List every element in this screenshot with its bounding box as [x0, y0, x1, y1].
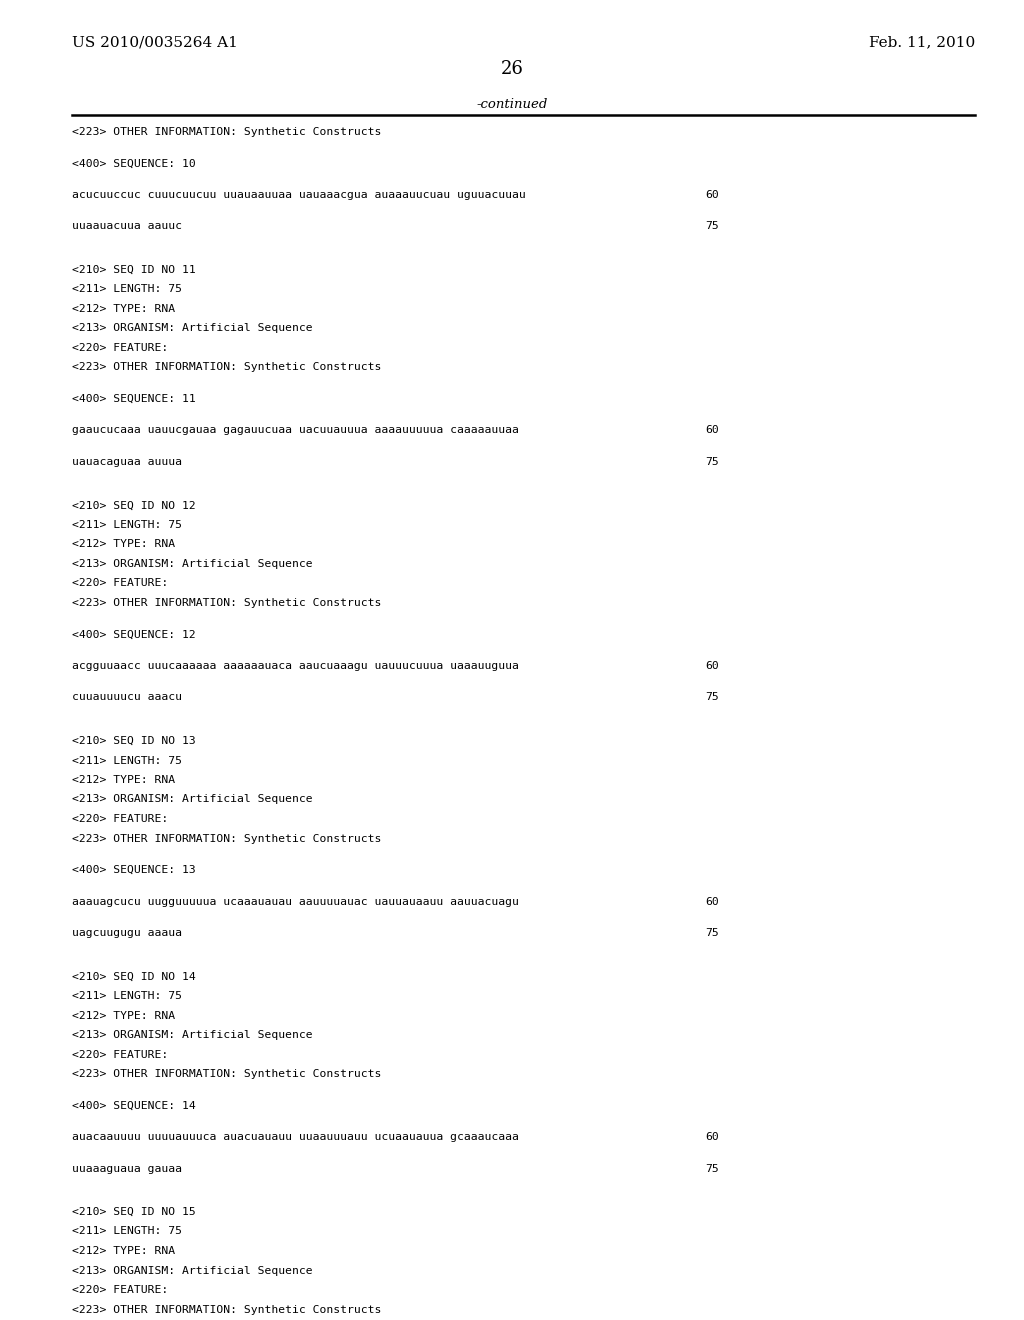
Text: 60: 60 [705, 661, 719, 671]
Text: <220> FEATURE:: <220> FEATURE: [72, 1049, 168, 1060]
Text: uuaauacuua aauuc: uuaauacuua aauuc [72, 222, 182, 231]
Text: <400> SEQUENCE: 11: <400> SEQUENCE: 11 [72, 393, 196, 404]
Text: 75: 75 [705, 222, 719, 231]
Text: <213> ORGANISM: Artificial Sequence: <213> ORGANISM: Artificial Sequence [72, 323, 312, 334]
Text: <213> ORGANISM: Artificial Sequence: <213> ORGANISM: Artificial Sequence [72, 795, 312, 804]
Text: uagcuugugu aaaua: uagcuugugu aaaua [72, 928, 182, 939]
Text: aaauagcucu uugguuuuua ucaaauauau aauuuuauac uauuauaauu aauuacuagu: aaauagcucu uugguuuuua ucaaauauau aauuuua… [72, 896, 519, 907]
Text: <211> LENGTH: 75: <211> LENGTH: 75 [72, 1226, 182, 1237]
Text: <212> TYPE: RNA: <212> TYPE: RNA [72, 1246, 175, 1257]
Text: <223> OTHER INFORMATION: Synthetic Constructs: <223> OTHER INFORMATION: Synthetic Const… [72, 127, 381, 137]
Text: cuuauuuucu aaacu: cuuauuuucu aaacu [72, 693, 182, 702]
Text: <213> ORGANISM: Artificial Sequence: <213> ORGANISM: Artificial Sequence [72, 1030, 312, 1040]
Text: <223> OTHER INFORMATION: Synthetic Constructs: <223> OTHER INFORMATION: Synthetic Const… [72, 598, 381, 609]
Text: <400> SEQUENCE: 12: <400> SEQUENCE: 12 [72, 630, 196, 639]
Text: auacaauuuu uuuuauuuca auacuauauu uuaauuuauu ucuaauauua gcaaaucaaa: auacaauuuu uuuuauuuca auacuauauu uuaauuu… [72, 1133, 519, 1142]
Text: <210> SEQ ID NO 11: <210> SEQ ID NO 11 [72, 265, 196, 275]
Text: <213> ORGANISM: Artificial Sequence: <213> ORGANISM: Artificial Sequence [72, 558, 312, 569]
Text: uauacaguaa auuua: uauacaguaa auuua [72, 457, 182, 467]
Text: <400> SEQUENCE: 14: <400> SEQUENCE: 14 [72, 1101, 196, 1110]
Text: <223> OTHER INFORMATION: Synthetic Constructs: <223> OTHER INFORMATION: Synthetic Const… [72, 363, 381, 372]
Text: <212> TYPE: RNA: <212> TYPE: RNA [72, 304, 175, 314]
Text: <213> ORGANISM: Artificial Sequence: <213> ORGANISM: Artificial Sequence [72, 1266, 312, 1275]
Text: <212> TYPE: RNA: <212> TYPE: RNA [72, 775, 175, 785]
Text: <211> LENGTH: 75: <211> LENGTH: 75 [72, 755, 182, 766]
Text: 75: 75 [705, 1163, 719, 1173]
Text: <400> SEQUENCE: 13: <400> SEQUENCE: 13 [72, 865, 196, 875]
Text: <223> OTHER INFORMATION: Synthetic Constructs: <223> OTHER INFORMATION: Synthetic Const… [72, 833, 381, 843]
Text: <220> FEATURE:: <220> FEATURE: [72, 814, 168, 824]
Text: <210> SEQ ID NO 12: <210> SEQ ID NO 12 [72, 500, 196, 511]
Text: 75: 75 [705, 457, 719, 467]
Text: <211> LENGTH: 75: <211> LENGTH: 75 [72, 520, 182, 531]
Text: 60: 60 [705, 896, 719, 907]
Text: <220> FEATURE:: <220> FEATURE: [72, 1284, 168, 1295]
Text: gaaucucaaa uauucgauaa gagauucuaa uacuuauuua aaaauuuuua caaaaauuaa: gaaucucaaa uauucgauaa gagauucuaa uacuuau… [72, 425, 519, 436]
Text: 60: 60 [705, 425, 719, 436]
Text: 60: 60 [705, 1133, 719, 1142]
Text: US 2010/0035264 A1: US 2010/0035264 A1 [72, 36, 238, 49]
Text: <223> OTHER INFORMATION: Synthetic Constructs: <223> OTHER INFORMATION: Synthetic Const… [72, 1304, 381, 1315]
Text: Feb. 11, 2010: Feb. 11, 2010 [868, 36, 975, 49]
Text: acgguuaacc uuucaaaaaa aaaaaauaca aaucuaaagu uauuucuuua uaaauuguua: acgguuaacc uuucaaaaaa aaaaaauaca aaucuaa… [72, 661, 519, 671]
Text: <212> TYPE: RNA: <212> TYPE: RNA [72, 1011, 175, 1020]
Text: 75: 75 [705, 928, 719, 939]
Text: -continued: -continued [476, 98, 548, 111]
Text: <220> FEATURE:: <220> FEATURE: [72, 343, 168, 352]
Text: uuaaaguaua gauaa: uuaaaguaua gauaa [72, 1163, 182, 1173]
Text: <400> SEQUENCE: 10: <400> SEQUENCE: 10 [72, 158, 196, 169]
Text: 75: 75 [705, 693, 719, 702]
Text: 60: 60 [705, 190, 719, 201]
Text: <210> SEQ ID NO 15: <210> SEQ ID NO 15 [72, 1206, 196, 1217]
Text: <210> SEQ ID NO 14: <210> SEQ ID NO 14 [72, 972, 196, 982]
Text: <211> LENGTH: 75: <211> LENGTH: 75 [72, 991, 182, 1001]
Text: <220> FEATURE:: <220> FEATURE: [72, 578, 168, 589]
Text: 26: 26 [501, 59, 523, 78]
Text: <212> TYPE: RNA: <212> TYPE: RNA [72, 540, 175, 549]
Text: <211> LENGTH: 75: <211> LENGTH: 75 [72, 285, 182, 294]
Text: <223> OTHER INFORMATION: Synthetic Constructs: <223> OTHER INFORMATION: Synthetic Const… [72, 1069, 381, 1078]
Text: <210> SEQ ID NO 13: <210> SEQ ID NO 13 [72, 737, 196, 746]
Text: acucuuccuc cuuucuucuu uuauaauuaa uauaaacgua auaaauucuau uguuacuuau: acucuuccuc cuuucuucuu uuauaauuaa uauaaac… [72, 190, 525, 201]
